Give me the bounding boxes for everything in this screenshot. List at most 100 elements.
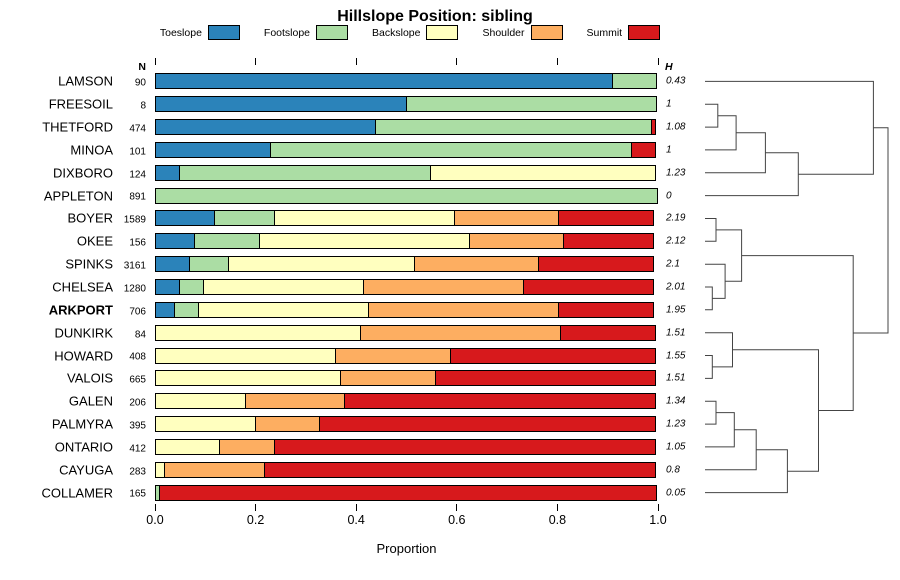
row-n-value: 206 bbox=[129, 397, 146, 409]
legend: Toeslope Footslope Backslope Shoulder Summit bbox=[70, 25, 750, 40]
row-n-value: 165 bbox=[129, 488, 146, 500]
bar-segment-summit bbox=[434, 370, 656, 387]
row-label: SPINKS bbox=[65, 256, 113, 272]
axis-tick-label: 0.8 bbox=[548, 513, 567, 527]
row-n-value: 474 bbox=[129, 123, 146, 135]
bar-segment-footslope bbox=[189, 256, 230, 273]
row-label: HOWARD bbox=[54, 348, 113, 364]
row-n-value: 412 bbox=[129, 443, 146, 455]
stacked-bar bbox=[155, 347, 658, 364]
bar-segment-footslope bbox=[155, 187, 658, 204]
row-n-value: 90 bbox=[134, 77, 146, 89]
bar-segment-toeslope bbox=[155, 164, 181, 181]
bar-row: FREESOIL 8 1 bbox=[0, 93, 900, 116]
row-n-value: 665 bbox=[129, 374, 146, 386]
row-h-value: 1 bbox=[666, 98, 672, 110]
bar-segment-shoulder bbox=[335, 347, 451, 364]
row-n-value: 8 bbox=[140, 100, 146, 112]
bar-segment-backslope bbox=[155, 347, 337, 364]
bar-segment-shoulder bbox=[164, 461, 265, 478]
stacked-bar bbox=[155, 233, 658, 250]
row-label: OKEE bbox=[76, 233, 113, 249]
bar-segment-footslope bbox=[179, 164, 431, 181]
row-n-value: 84 bbox=[134, 329, 146, 341]
bar-segment-footslope bbox=[214, 210, 275, 227]
row-label: DIXBORO bbox=[53, 165, 113, 181]
bar-segment-summit bbox=[263, 461, 656, 478]
bar-segment-toeslope bbox=[155, 96, 407, 113]
bar-segment-toeslope bbox=[155, 119, 377, 136]
bar-segment-toeslope bbox=[155, 256, 191, 273]
legend-swatch-footslope bbox=[316, 25, 349, 40]
stacked-bar bbox=[155, 393, 658, 410]
stacked-bar bbox=[155, 301, 658, 318]
bar-row: ARKPORT 706 1.95 bbox=[0, 298, 900, 321]
bar-segment-shoulder bbox=[340, 370, 436, 387]
row-h-value: 1.51 bbox=[666, 372, 686, 384]
row-h-value: 0 bbox=[666, 190, 672, 202]
bar-row: CAYUGA 283 0.8 bbox=[0, 458, 900, 481]
axis-tick-top bbox=[255, 58, 257, 65]
bar-segment-footslope bbox=[174, 301, 200, 318]
legend-item-toeslope: Toeslope bbox=[160, 25, 240, 40]
bar-row: ONTARIO 412 1.05 bbox=[0, 436, 900, 459]
row-n-value: 1589 bbox=[123, 214, 146, 226]
row-h-value: 1.34 bbox=[666, 395, 686, 407]
axis-tick-top bbox=[456, 58, 458, 65]
row-n-value: 156 bbox=[129, 237, 146, 249]
row-label: ARKPORT bbox=[48, 302, 113, 318]
legend-label: Footslope bbox=[263, 26, 311, 39]
row-h-value: 2.12 bbox=[666, 235, 686, 247]
bar-segment-backslope bbox=[155, 416, 256, 433]
legend-item-shoulder: Shoulder bbox=[482, 25, 563, 40]
bar-segment-footslope bbox=[405, 96, 657, 113]
axis-tick-top bbox=[355, 58, 357, 65]
bar-segment-backslope bbox=[198, 301, 370, 318]
bar-segment-summit bbox=[273, 438, 656, 455]
stacked-bar bbox=[155, 416, 658, 433]
bar-segment-shoulder bbox=[468, 233, 565, 250]
row-h-value: 1 bbox=[666, 144, 672, 156]
stacked-bar bbox=[155, 279, 658, 296]
row-label: ONTARIO bbox=[54, 439, 113, 455]
axis-tick-label: 0.2 bbox=[246, 513, 265, 527]
stacked-bar bbox=[155, 324, 658, 341]
bar-segment-toeslope bbox=[155, 73, 613, 90]
legend-swatch-backslope bbox=[426, 25, 459, 40]
row-h-value: 0.43 bbox=[666, 75, 686, 87]
bar-row: GALEN 206 1.34 bbox=[0, 390, 900, 413]
bar-row: CHELSEA 1280 2.01 bbox=[0, 276, 900, 299]
stacked-bar bbox=[155, 461, 658, 478]
row-h-value: 1.23 bbox=[666, 167, 686, 179]
row-n-value: 395 bbox=[129, 420, 146, 432]
row-h-value: 2.1 bbox=[666, 258, 680, 270]
bar-row: HOWARD 408 1.55 bbox=[0, 344, 900, 367]
axis-tick-bottom bbox=[355, 504, 357, 511]
row-label: APPLETON bbox=[43, 188, 113, 204]
row-n-value: 101 bbox=[129, 146, 146, 158]
bar-segment-footslope bbox=[179, 279, 205, 296]
bar-segment-shoulder bbox=[219, 438, 275, 455]
row-n-value: 124 bbox=[129, 169, 146, 181]
n-column-header: N bbox=[138, 61, 146, 73]
row-n-value: 891 bbox=[129, 191, 146, 203]
bar-row: DUNKIRK 84 1.51 bbox=[0, 321, 900, 344]
axis-tick-label: 0.6 bbox=[448, 513, 466, 527]
chart-title: Hillslope Position: sibling bbox=[337, 8, 533, 25]
bar-segment-summit bbox=[558, 210, 654, 227]
axis-tick-top bbox=[556, 58, 558, 65]
row-h-value: 1.55 bbox=[666, 350, 686, 362]
bar-segment-summit bbox=[449, 347, 656, 364]
row-h-value: 0.8 bbox=[666, 464, 680, 476]
row-h-value: 1.95 bbox=[666, 304, 686, 316]
bar-row: THETFORD 474 1.08 bbox=[0, 116, 900, 139]
stacked-bar bbox=[155, 210, 658, 227]
row-n-value: 706 bbox=[129, 306, 146, 318]
axis-tick-top bbox=[154, 58, 156, 65]
bar-segment-backslope bbox=[155, 393, 246, 410]
row-label: COLLAMER bbox=[41, 485, 113, 501]
bar-row: MINOA 101 1 bbox=[0, 139, 900, 162]
axis-tick-bottom bbox=[556, 504, 558, 511]
bar-segment-toeslope bbox=[155, 210, 216, 227]
bar-segment-backslope bbox=[155, 324, 362, 341]
